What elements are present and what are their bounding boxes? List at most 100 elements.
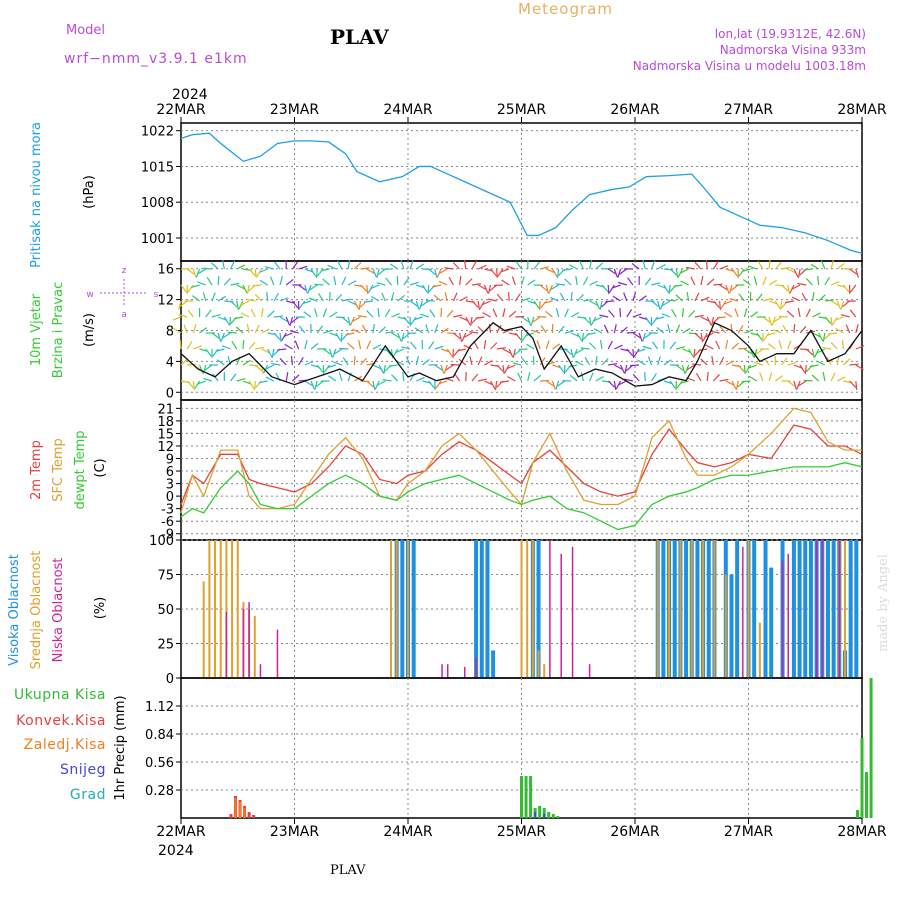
wind-arrow [589,300,598,306]
wind-arrow [822,346,832,350]
wind-arrow [492,308,498,318]
bar-visoka-oblacnost [485,540,490,678]
wind-arrow [801,292,807,302]
wind-arrow [685,266,695,270]
wind-arrow [512,362,522,366]
y-tick-label: 9 [166,453,174,468]
wind-arrow [723,300,733,305]
wind-arrow [675,364,684,372]
wind-arrow [822,372,826,382]
wind-arrow [514,293,521,302]
wind-arrow [211,292,216,302]
wind-arrow [558,364,565,373]
wind-arrow [283,332,293,337]
wind-arrow [366,380,374,388]
wind-arrow [564,348,573,356]
wind-arrow [434,364,443,371]
bar-niska-oblacnost [259,664,262,678]
wind-arrow [254,324,260,334]
wind-arrow [328,375,337,382]
wind-arrow [642,345,652,350]
wind-arrow [543,300,553,304]
wind-arrow [502,348,512,354]
wind-arrow [392,348,399,358]
wind-arrow [743,364,746,375]
wind-arrow [377,307,380,318]
wind-arrow [377,380,386,386]
wind-arrow [603,324,609,334]
wind-arrow [768,300,778,305]
wind-arrow [644,371,646,382]
wind-arrow [236,300,240,310]
wind-arrow [329,348,333,358]
wind-arrow [607,340,613,350]
x-tick-label-bottom: 27MAR [724,824,773,840]
bar-ukupna-kisa [869,678,873,818]
wind-arrow [728,284,733,294]
wind-arrow [619,307,622,318]
bar-srednja-oblacnost [537,650,540,678]
wind-arrow [290,355,294,366]
wind-arrow [793,380,797,390]
wind-arrow [650,260,656,270]
wind-arrow [642,260,646,270]
wind-arrow [849,363,859,366]
wind-arrow [438,280,448,286]
wind-arrow [471,283,481,286]
wind-arrow [787,284,791,294]
wind-arrow [352,316,361,322]
footer-station: PLAV [330,863,366,878]
wind-arrow [366,268,375,275]
wind-arrow [855,364,864,371]
wind-arrow [773,316,782,323]
bar-visoka-oblacnost [752,540,757,678]
wind-arrow [267,348,273,358]
wind-arrow [242,359,251,366]
wind-arrow [465,316,471,326]
wind-arrow [179,339,182,350]
wind-arrow [855,380,858,391]
wind-arrow [494,380,498,390]
wind-arrow [299,300,306,309]
ylabel-precip: 1hr Precip (mm) [113,695,128,800]
wind-arrow [521,316,530,323]
wind-arrow [816,360,826,366]
y-tick-label: 75 [157,569,174,584]
wind-arrow [446,348,453,357]
bar-visoka-oblacnost [684,540,689,678]
ylabel-temp-sfc: SFC Temp [51,438,66,502]
wind-arrow [246,324,250,334]
wind-arrow [804,364,807,375]
wind-arrow [569,374,578,382]
wind-arrow [418,300,424,310]
wind-arrow [599,314,609,318]
bar-srednja-oblacnost [520,540,523,678]
wind-arrow [500,380,510,383]
wind-arrow [445,364,454,371]
wind-arrow [830,300,840,307]
wind-arrow [429,309,436,318]
bar-srednja-oblacnost [679,540,682,678]
wind-arrow [711,356,715,366]
wind-arrow [333,361,343,366]
wind-arrow [183,324,188,334]
wind-arrow [539,284,548,292]
wind-arrow [400,260,405,270]
wind-arrow [372,324,375,334]
wind-arrow [781,284,789,292]
wind-arrow [762,276,767,286]
wind-arrow [298,265,308,270]
wind-arrow [706,278,715,286]
wind-arrow [680,280,689,286]
bar-niska-oblacnost [742,546,744,678]
wind-arrow [811,348,815,358]
model-label: Model [66,23,105,38]
wind-arrow [817,275,820,286]
wind-arrow [409,300,418,307]
wind-arrow [187,309,194,318]
wind-arrow [477,356,483,366]
x-tick-label-top: 23MAR [270,102,319,118]
bar-srednja-oblacnost [758,622,761,678]
wind-arrow [745,364,752,373]
wind-arrow [309,284,318,291]
